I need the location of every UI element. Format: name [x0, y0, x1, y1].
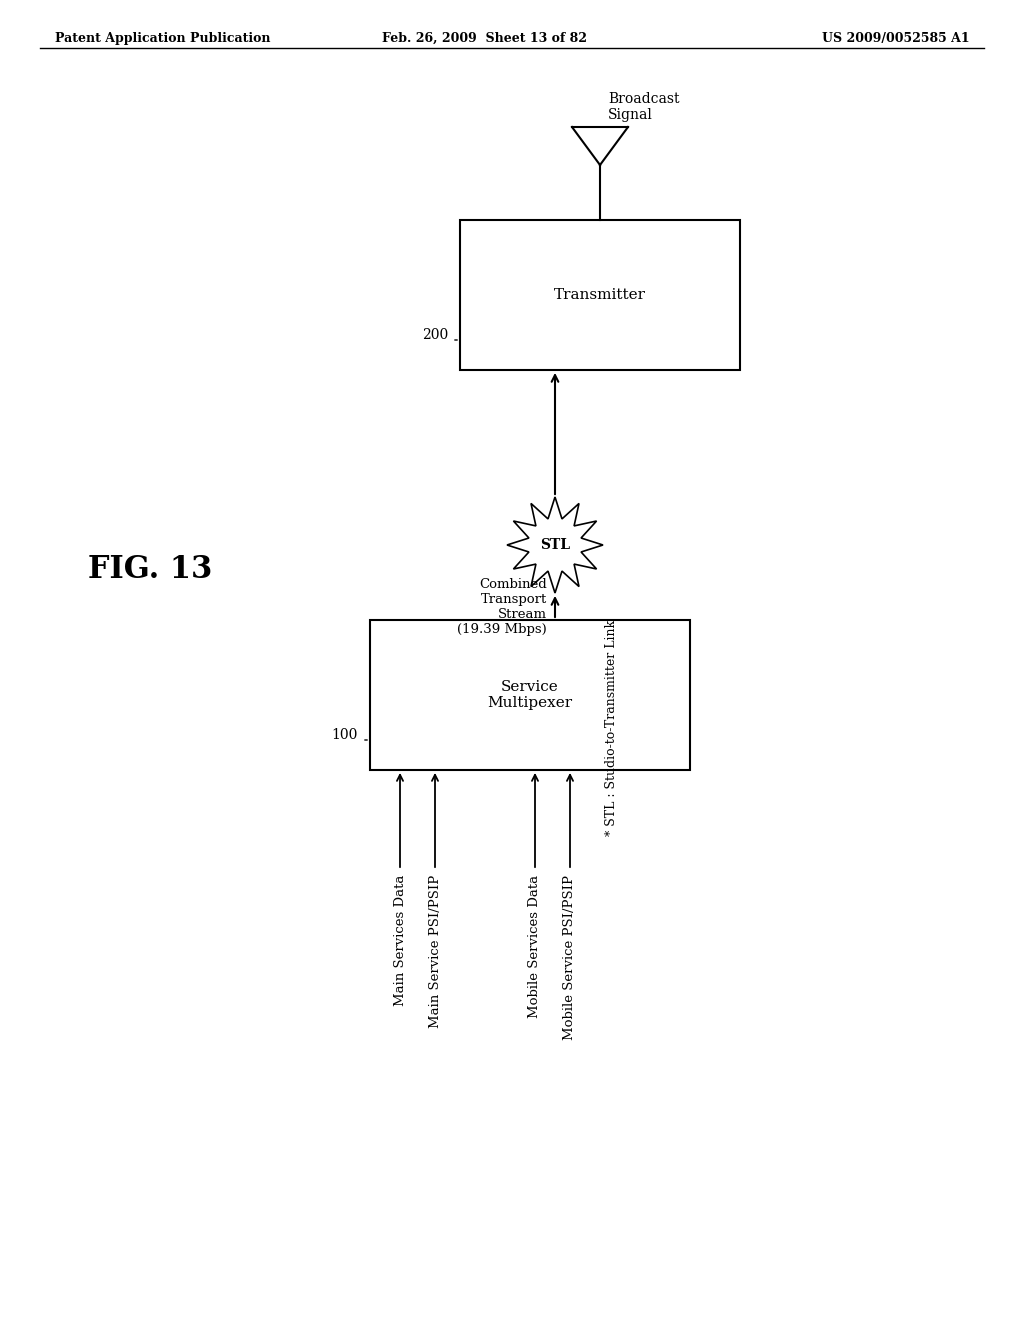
Text: Patent Application Publication: Patent Application Publication	[55, 32, 270, 45]
Bar	[460, 220, 740, 370]
Text: FIG. 13: FIG. 13	[88, 554, 212, 586]
Text: Transmitter: Transmitter	[554, 288, 646, 302]
Text: 100: 100	[332, 729, 358, 742]
Text: Main Services Data: Main Services Data	[393, 875, 407, 1006]
Text: * STL : Studio-to-Transmitter Link: * STL : Studio-to-Transmitter Link	[605, 620, 618, 836]
Bar	[370, 620, 690, 770]
Text: Combined
Transport
Stream
(19.39 Mbps): Combined Transport Stream (19.39 Mbps)	[458, 578, 547, 635]
Polygon shape	[507, 498, 603, 593]
Text: Mobile Services Data: Mobile Services Data	[528, 875, 542, 1018]
Text: 200: 200	[422, 327, 447, 342]
Text: Main Service PSI/PSIP: Main Service PSI/PSIP	[428, 875, 441, 1028]
Text: Feb. 26, 2009  Sheet 13 of 82: Feb. 26, 2009 Sheet 13 of 82	[383, 32, 588, 45]
Text: Service
Multipexer: Service Multipexer	[487, 680, 572, 710]
Text: Mobile Service PSI/PSIP: Mobile Service PSI/PSIP	[563, 875, 577, 1040]
Text: US 2009/0052585 A1: US 2009/0052585 A1	[822, 32, 970, 45]
Text: STL: STL	[540, 539, 570, 552]
Text: Broadcast
Signal: Broadcast Signal	[608, 92, 680, 121]
